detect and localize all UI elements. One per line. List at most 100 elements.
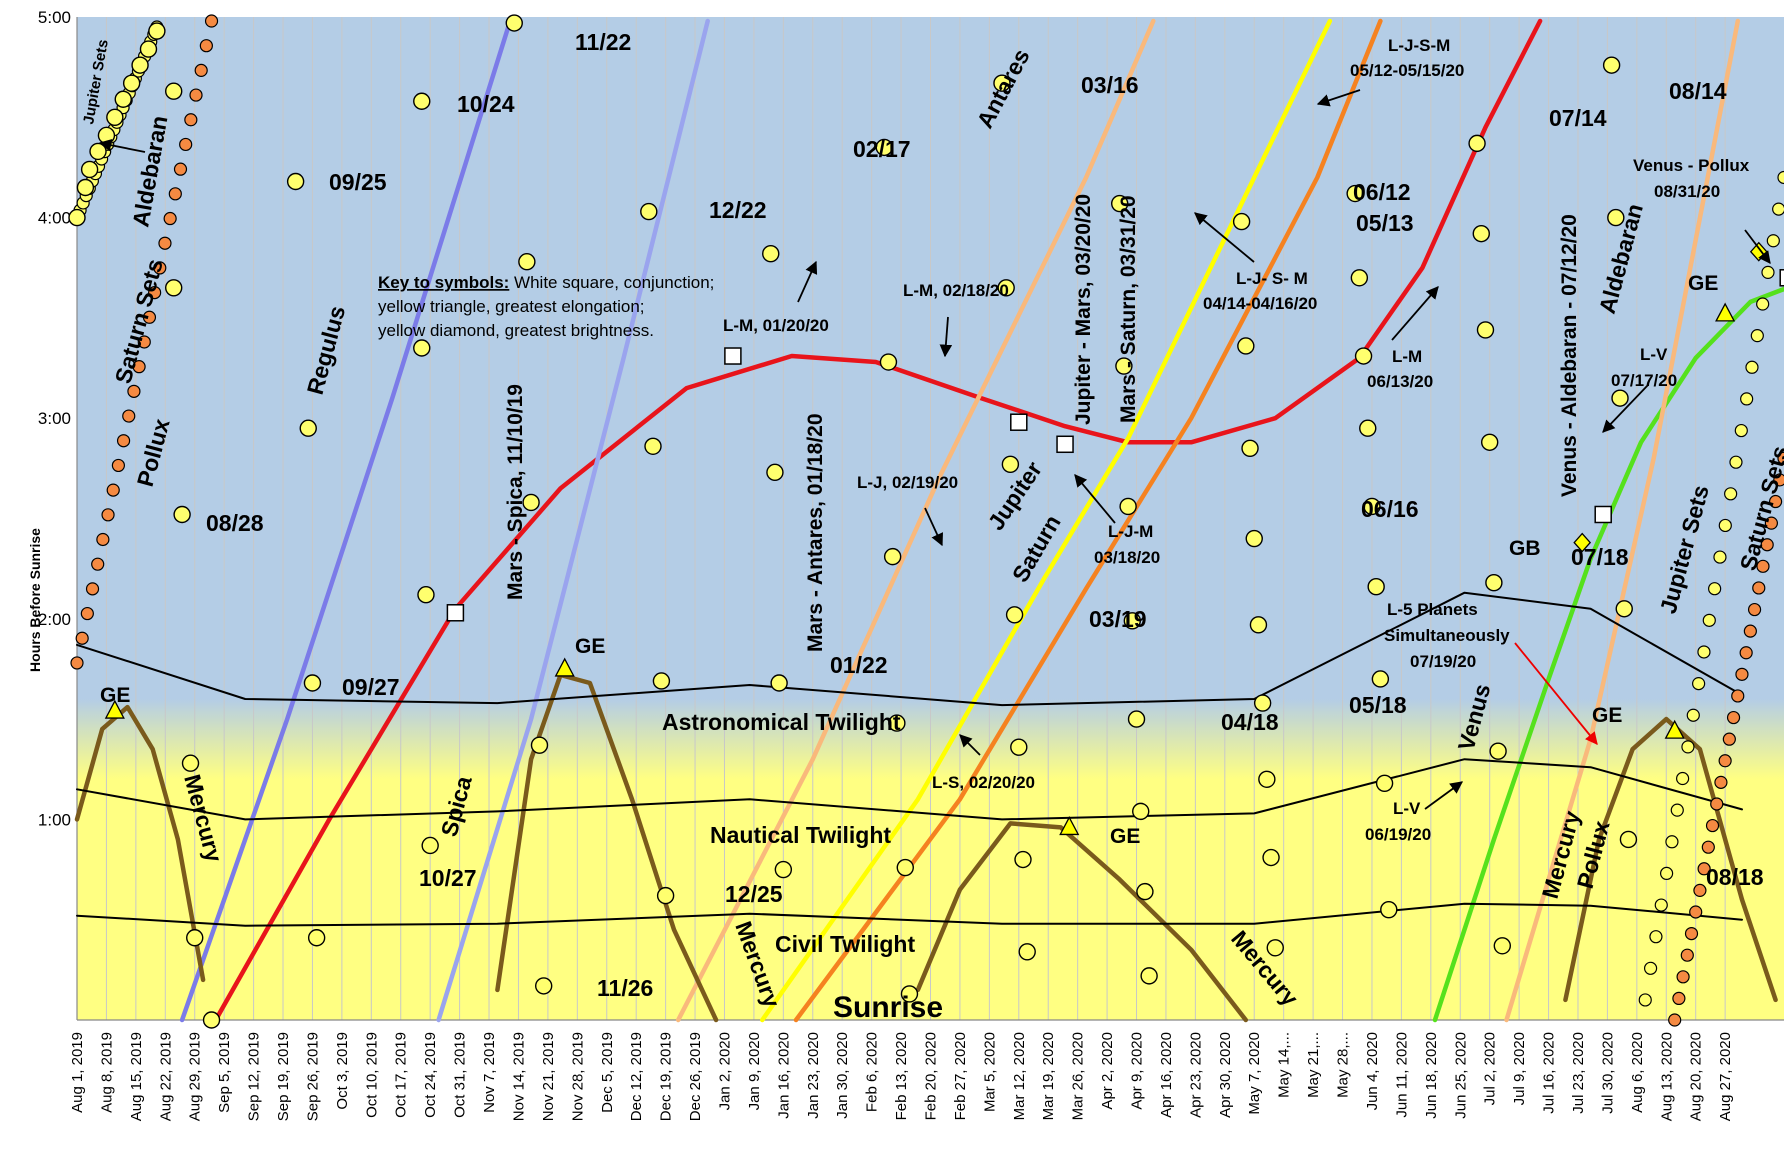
conjunction-square — [1779, 269, 1784, 287]
series-line — [213, 18, 1543, 1023]
series-line — [436, 18, 710, 1023]
moon-dot — [122, 74, 141, 92]
moon-dot — [774, 860, 793, 879]
planet-set-dot — [1680, 948, 1694, 962]
note-lv-0619-1: L-V — [1393, 799, 1421, 818]
x-tick-label: Jun 18, 2020 — [1423, 1032, 1440, 1119]
moon-dot — [1476, 321, 1495, 339]
note-lv-0717-2: 07/17/20 — [1611, 371, 1677, 390]
planet-set-dot — [148, 285, 162, 300]
series-line — [76, 902, 1743, 927]
date-0612: 06/12 — [1353, 179, 1411, 205]
planet-set-dot — [1724, 487, 1738, 501]
note-lm-0613-1: L-M — [1392, 347, 1422, 366]
planet-set-dot — [1726, 710, 1741, 725]
planet-set-dot — [1654, 898, 1668, 912]
date-0714: 07/14 — [1549, 105, 1607, 131]
moon-dot — [303, 674, 322, 692]
planet-set-dot — [1756, 297, 1770, 311]
x-tick-label: Dec 5, 2019 — [599, 1032, 616, 1113]
moon-dot — [1237, 337, 1255, 355]
planet-set-dot — [1649, 930, 1663, 944]
moon-dot — [1010, 738, 1028, 756]
planet-set-dot — [1686, 708, 1700, 722]
x-tick-label: Mar 5, 2020 — [981, 1032, 998, 1112]
date-0513: 05/13 — [1356, 210, 1414, 236]
x-tick-label: Jul 30, 2020 — [1599, 1032, 1616, 1114]
note-ljsm-b1: L-J-S-M — [1388, 36, 1450, 55]
x-tick-label: Oct 31, 2019 — [452, 1032, 469, 1118]
moon-dot — [997, 279, 1015, 297]
moon-dot — [413, 92, 431, 110]
planet-set-dot — [1714, 775, 1728, 789]
planet-set-dot — [1756, 559, 1770, 573]
planet-set-dot — [1697, 862, 1711, 876]
planet-set-dot — [1745, 360, 1759, 374]
x-tick-label: May 14,... — [1276, 1032, 1293, 1098]
moon-dot — [1619, 830, 1638, 849]
arrow-ljm — [1074, 474, 1116, 524]
label-ge-4: GE — [1592, 704, 1622, 727]
series — [74, 18, 1784, 1023]
key-line-1: Key to symbols: White square, conjunctio… — [378, 273, 714, 292]
series-line — [793, 18, 1383, 1023]
moon-dot — [1262, 848, 1280, 867]
series-line — [760, 18, 1333, 1023]
arrow-ljsm-b — [1316, 89, 1361, 107]
x-tick-label: Dec 12, 2019 — [628, 1032, 645, 1121]
planet-set-dot — [127, 384, 141, 398]
x-tick-label: Dec 26, 2019 — [687, 1032, 704, 1121]
conjunction-square — [1010, 413, 1028, 431]
conjunction-square — [724, 347, 742, 365]
label-ge-1: GE — [100, 684, 130, 707]
arrow-ljsm-a — [1194, 212, 1255, 263]
conjunction-square — [1056, 435, 1074, 454]
x-tick-label: Sep 19, 2019 — [275, 1032, 292, 1121]
date-0122: 01/22 — [830, 652, 888, 678]
planet-set-dot — [1638, 993, 1652, 1007]
date-0418: 04/18 — [1221, 709, 1279, 735]
moon-dot — [770, 674, 788, 692]
moon-dot — [1485, 573, 1503, 592]
label-nautical-twilight: Nautical Twilight — [710, 822, 891, 848]
moon-dot — [652, 672, 671, 690]
planet-set-dot — [91, 557, 105, 571]
planet-set-dot — [96, 532, 110, 547]
label-conj-mars-saturn: Mars - Saturn, 03/31/20 — [1117, 195, 1140, 423]
moon-dot — [89, 142, 107, 161]
planet-set-dot — [80, 606, 94, 621]
moon-dot — [1472, 224, 1490, 243]
planet-set-dot — [1743, 624, 1757, 638]
moon-dot — [1018, 943, 1036, 961]
moon-dot — [165, 82, 183, 100]
moon-dot — [173, 505, 191, 524]
x-tick-label: Feb 20, 2020 — [923, 1032, 940, 1120]
arrow-lm-0613 — [1391, 286, 1439, 341]
conjunction-square — [1594, 505, 1612, 524]
planet-set-dot — [1747, 602, 1762, 617]
x-tick-label: Oct 24, 2019 — [422, 1032, 439, 1118]
planet-set-dot — [132, 360, 146, 374]
date-0718: 07/18 — [1571, 544, 1629, 570]
planet-set-dot — [204, 14, 219, 28]
x-tick-label: Aug 15, 2019 — [128, 1032, 145, 1121]
note-ls-0220: L-S, 02/20/20 — [932, 773, 1035, 792]
x-tick-label: Jan 2, 2020 — [716, 1032, 733, 1110]
moon-dot — [1480, 433, 1499, 451]
moon-dot — [1232, 212, 1251, 231]
key-title: Key to symbols: — [378, 273, 509, 292]
y-tick-label: 1:00 — [38, 810, 71, 829]
moon-dot — [1354, 347, 1373, 365]
moon-dot — [165, 279, 183, 297]
note-ljm-1: L-J-M — [1108, 522, 1153, 541]
label-astronomical-twilight: Astronomical Twilight — [662, 709, 901, 735]
moon-dot — [181, 754, 200, 772]
note-lj-0219: L-J, 02/19/20 — [857, 473, 958, 492]
x-tick-label: Mar 12, 2020 — [1011, 1032, 1028, 1120]
x-tick-label: Jul 16, 2020 — [1541, 1032, 1558, 1114]
moon-dot — [421, 836, 439, 855]
moon-dot — [1359, 419, 1377, 437]
planet-set-dot — [85, 582, 100, 596]
label-civil-twilight: Civil Twilight — [775, 931, 915, 957]
